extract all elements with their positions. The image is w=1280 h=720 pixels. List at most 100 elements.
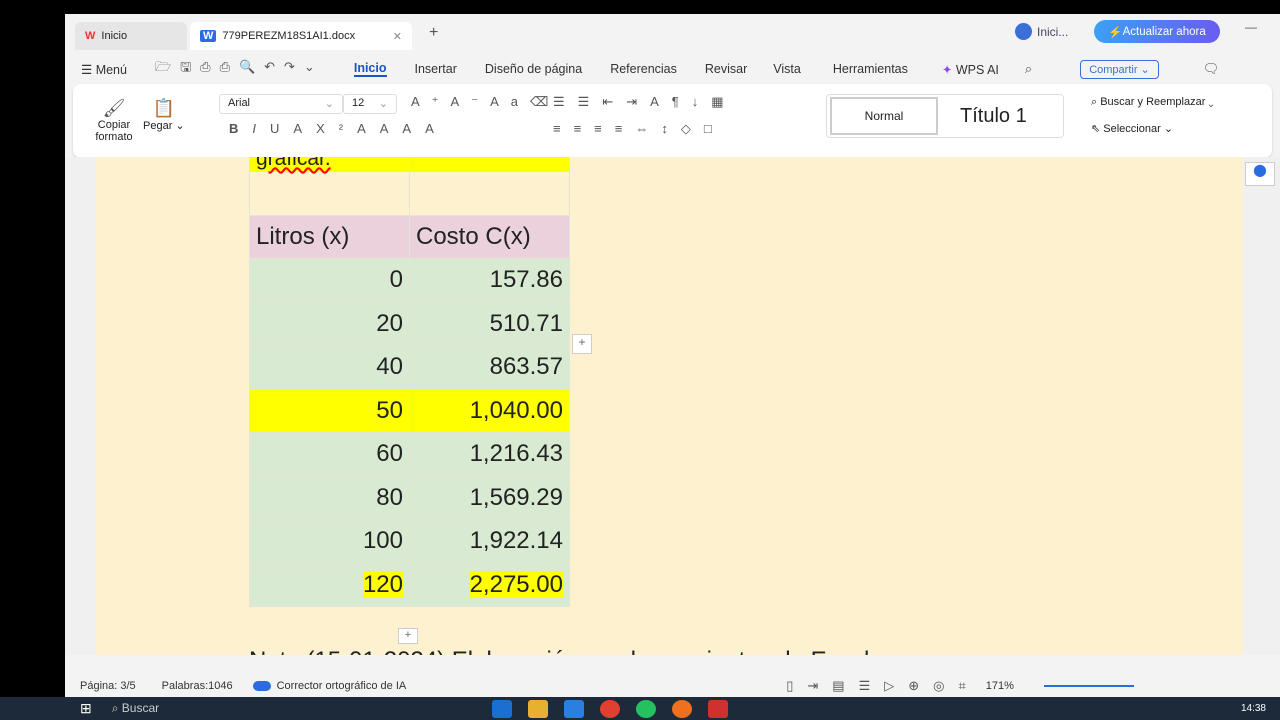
cell-text: 50 bbox=[376, 396, 403, 424]
font-size-select[interactable]: 12 ⌄ bbox=[343, 94, 397, 114]
location-pin-icon[interactable]: ⬤ bbox=[1245, 162, 1275, 186]
data-table: graficar. Litros (x) Costo C(x) 0 157.86 20… bbox=[249, 157, 570, 607]
view-mode-icons[interactable]: ▯⇥▤☰▷⊕◎⌗ bbox=[786, 678, 980, 693]
account-label: Inici... bbox=[1037, 24, 1069, 39]
liters-cell[interactable]: 120 bbox=[249, 562, 410, 607]
header-liters: Litros (x) bbox=[249, 214, 410, 259]
spellcheck-toggle[interactable] bbox=[252, 681, 271, 691]
styles-gallery[interactable]: Normal Título 1 bbox=[826, 94, 1064, 138]
search-icon[interactable]: ⌕ bbox=[1024, 61, 1033, 76]
cost-cell[interactable]: 1,569.29 bbox=[409, 475, 570, 520]
select-button[interactable]: ⇖ Seleccionar ⌄ bbox=[1091, 123, 1174, 135]
cell-text: 120 bbox=[362, 570, 403, 598]
clipboard-icon: 📋 bbox=[152, 98, 176, 118]
add-column-button[interactable]: + bbox=[572, 334, 592, 354]
menu-button[interactable]: ☰ Menú bbox=[81, 62, 127, 77]
table-row: 80 1,569.29 bbox=[249, 475, 570, 520]
tab-herramientas[interactable]: Herramientas bbox=[832, 62, 908, 76]
cost-cell[interactable]: 510.71 bbox=[409, 301, 570, 346]
liters-cell[interactable]: 0 bbox=[249, 258, 410, 303]
liters-cell[interactable]: 50 bbox=[249, 388, 410, 433]
cost-cell[interactable]: 157.86 bbox=[409, 258, 570, 303]
upgrade-label: Actualizar ahora bbox=[1122, 25, 1206, 38]
find-replace-button[interactable]: ⌕ Buscar y Reemplazar ⌄ bbox=[1091, 96, 1214, 108]
clock[interactable]: 14:38 bbox=[1240, 703, 1266, 714]
explorer-icon[interactable] bbox=[527, 699, 548, 718]
chrome-icon[interactable] bbox=[599, 699, 620, 718]
outlook-icon[interactable] bbox=[491, 699, 512, 718]
liters-cell[interactable]: 60 bbox=[249, 432, 410, 477]
tab-inicio[interactable]: Inicio bbox=[353, 61, 387, 77]
font-tools-icons[interactable]: A⁺A⁻Aa⌫ bbox=[411, 94, 561, 109]
tab-referencias[interactable]: Referencias bbox=[610, 62, 677, 76]
cell-text: 20 bbox=[376, 309, 403, 337]
zoom-slider[interactable] bbox=[1043, 685, 1134, 687]
tab-document[interactable]: W 779PEREZM18S1AI1.docx ✕ bbox=[190, 22, 412, 50]
cell-text: 1,216.43 bbox=[469, 440, 563, 468]
minimize-button[interactable]: — bbox=[1245, 20, 1257, 34]
copy-format-button[interactable]: 🖌 Copiar formato bbox=[89, 98, 139, 143]
menu-label: Menú bbox=[95, 62, 127, 77]
whatsapp-icon[interactable] bbox=[635, 699, 656, 718]
account-button[interactable]: Inici... bbox=[1015, 23, 1068, 40]
close-tab-icon[interactable]: ✕ bbox=[392, 30, 402, 43]
liters-cell[interactable]: 100 bbox=[249, 519, 410, 564]
table-row: 0 157.86 bbox=[249, 258, 570, 303]
paragraph-icons[interactable]: ☰☰⇤⇥A¶↓▦ bbox=[553, 94, 737, 109]
tab-revisar[interactable]: Revisar bbox=[704, 62, 748, 76]
cost-cell[interactable]: 1,216.43 bbox=[409, 432, 570, 477]
paste-button[interactable]: 📋 Pegar ⌄ bbox=[143, 98, 185, 132]
wps-window: W Inicio W 779PEREZM18S1AI1.docx ✕ + Inici.… bbox=[65, 14, 1280, 697]
word-count[interactable]: Palabras:1046 bbox=[161, 680, 233, 692]
format-icons[interactable]: BIUAX²AAAA bbox=[229, 121, 448, 136]
sparkle-icon: ✦ bbox=[941, 62, 953, 77]
cell-text: 2,275.00 bbox=[469, 570, 563, 598]
table-row: 60 1,216.43 bbox=[249, 432, 570, 477]
document-page[interactable]: graficar. Litros (x) Costo C(x) 0 157.86 20… bbox=[96, 157, 1243, 655]
cost-cell[interactable]: 863.57 bbox=[409, 345, 570, 390]
menu-bar: ☰ Menú 🗁🖫⎙⎙🔍↶↷⌄ Inicio Insertar Diseño d… bbox=[81, 58, 1219, 80]
liters-cell[interactable]: 80 bbox=[249, 475, 410, 520]
cell-text: 1,922.14 bbox=[469, 527, 563, 555]
new-tab-button[interactable]: + bbox=[429, 24, 439, 41]
liters-cell[interactable]: 40 bbox=[249, 345, 410, 390]
table-row: 120 2,275.00 bbox=[249, 562, 570, 607]
firefox-icon[interactable] bbox=[671, 699, 692, 718]
note-text: Nota (15-01-2024) Elaboración con herram… bbox=[249, 647, 869, 655]
add-row-button[interactable]: + bbox=[398, 628, 418, 644]
copy-format-label: Copiar formato bbox=[95, 119, 133, 143]
wps-taskbar-icon[interactable] bbox=[707, 699, 728, 718]
quick-access-icons[interactable]: 🗁🖫⎙⎙🔍↶↷⌄ bbox=[154, 59, 324, 74]
upgrade-button[interactable]: ⚡ Actualizar ahora bbox=[1094, 20, 1220, 43]
table-header: Litros (x) Costo C(x) bbox=[249, 214, 570, 259]
wps-ai-button[interactable]: ✦ WPS AI bbox=[942, 62, 999, 77]
alignment-icons[interactable]: ≡≡≡≡⇔↕◇□ bbox=[553, 121, 725, 136]
tab-diseno[interactable]: Diseño de página bbox=[484, 62, 583, 76]
select-label: Seleccionar bbox=[1103, 123, 1161, 135]
comment-icon[interactable]: 🗨 bbox=[1202, 61, 1220, 76]
tab-label: Inicio bbox=[101, 30, 128, 42]
lightning-icon: ⚡ bbox=[1108, 26, 1123, 39]
taskbar-search[interactable]: ⌕ Buscar bbox=[111, 701, 160, 715]
cell-text: 1,569.29 bbox=[469, 483, 563, 511]
cell-text: 863.57 bbox=[489, 353, 563, 381]
style-heading1[interactable]: Título 1 bbox=[960, 104, 1027, 127]
tab-vista[interactable]: Vista bbox=[773, 62, 801, 76]
document-area[interactable]: graficar. Litros (x) Costo C(x) 0 157.86 20… bbox=[65, 157, 1280, 655]
store-icon[interactable] bbox=[563, 699, 584, 718]
zoom-level[interactable]: 171% bbox=[985, 680, 1014, 692]
liters-cell[interactable]: 20 bbox=[249, 301, 410, 346]
cost-cell[interactable]: 2,275.00 bbox=[409, 562, 570, 607]
style-normal[interactable]: Normal bbox=[830, 97, 938, 135]
windows-start-icon[interactable]: ⊞ bbox=[80, 700, 92, 716]
find-replace-label: Buscar y Reemplazar bbox=[1100, 96, 1206, 108]
cell-text: 60 bbox=[376, 440, 403, 468]
cost-cell[interactable]: 1,922.14 bbox=[409, 519, 570, 564]
wps-ai-label: WPS AI bbox=[955, 62, 999, 77]
page-indicator[interactable]: Página: 3/5 bbox=[80, 680, 136, 692]
cost-cell[interactable]: 1,040.00 bbox=[409, 388, 570, 433]
tab-home[interactable]: W Inicio bbox=[75, 22, 187, 50]
share-button[interactable]: Compartir ⌄ bbox=[1080, 59, 1159, 79]
font-select[interactable]: Arial ⌄ bbox=[219, 94, 343, 114]
tab-insertar[interactable]: Insertar bbox=[414, 62, 457, 76]
